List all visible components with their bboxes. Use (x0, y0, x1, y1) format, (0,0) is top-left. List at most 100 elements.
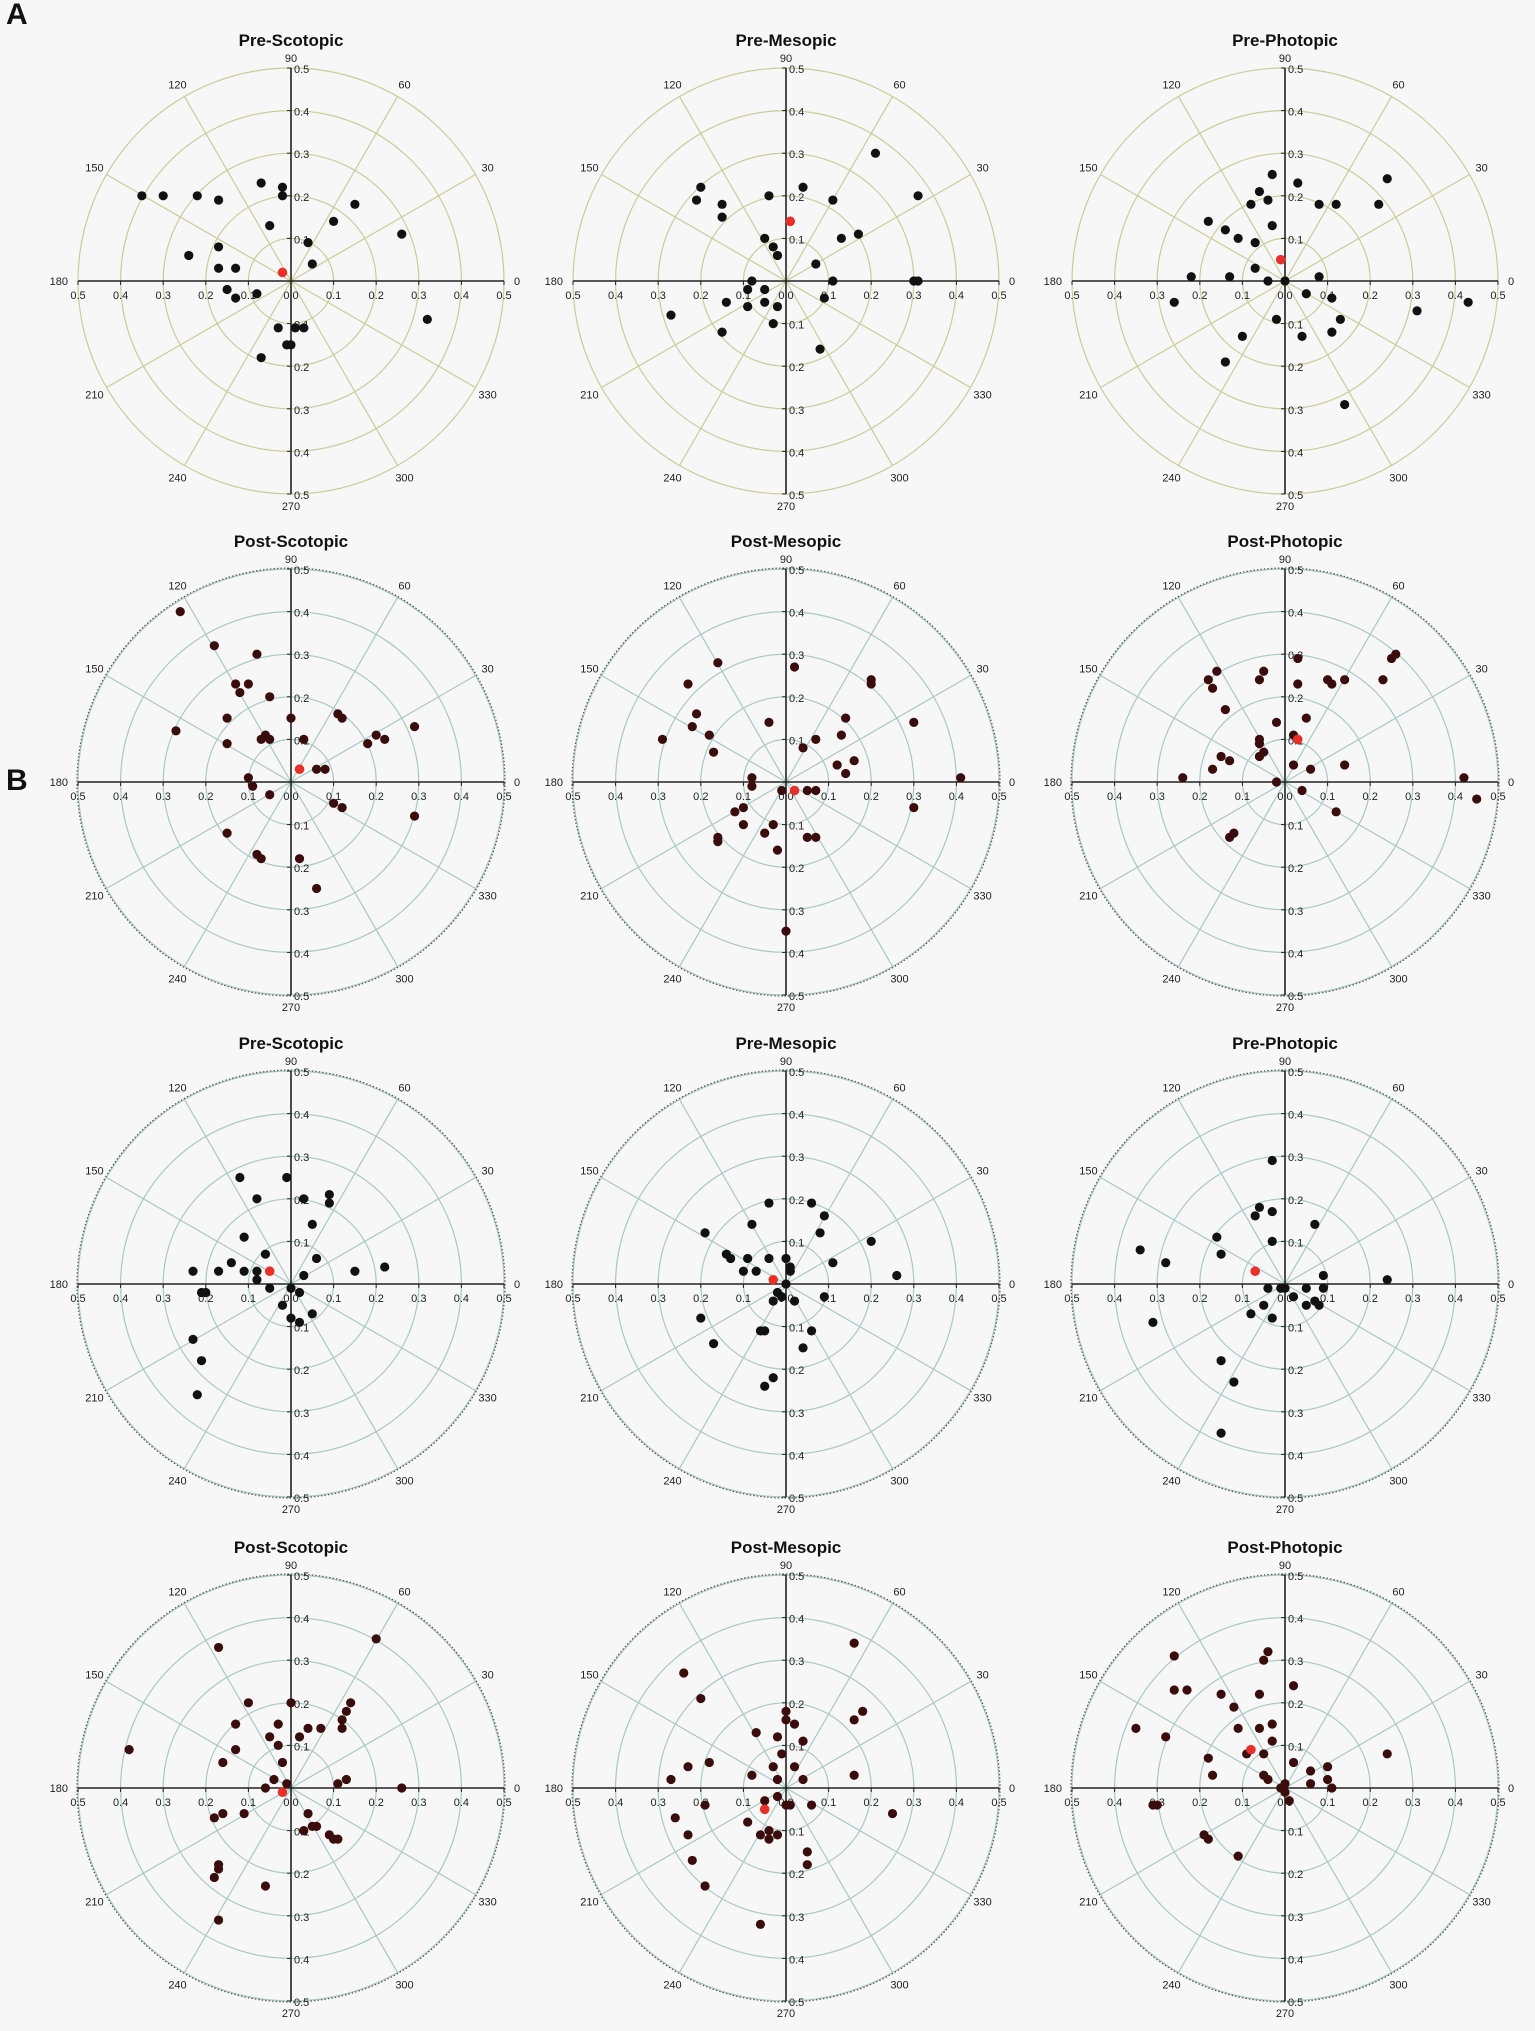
data-point (1229, 1702, 1239, 1712)
data-point (717, 327, 727, 337)
data-point (760, 297, 770, 307)
angle-label-270: 270 (1276, 501, 1294, 513)
x-tick-label: 0.5 (991, 290, 1006, 302)
mean-point (264, 1266, 275, 1277)
spoke-210 (1100, 1787, 1286, 1896)
data-point (397, 229, 407, 239)
data-point (1229, 1377, 1239, 1387)
data-point (256, 734, 266, 745)
angle-label-210: 210 (1079, 390, 1097, 402)
spoke-210 (601, 781, 787, 890)
angle-label-180: 180 (545, 1279, 563, 1291)
data-point (1318, 1270, 1328, 1281)
data-point (1391, 649, 1401, 659)
data-point (785, 1266, 795, 1276)
x-tick-label: 0.2 (369, 1797, 384, 1809)
outer-rim (76, 1573, 506, 2003)
x-tick-label: 0.1 (1320, 1293, 1335, 1305)
y-tick-label: 0.2 (294, 693, 309, 705)
x-tick-label: 0.1 (241, 290, 256, 302)
data-point (213, 1915, 224, 1925)
angle-label-120: 120 (663, 580, 681, 592)
data-point (781, 1706, 791, 1716)
data-point (1259, 666, 1269, 676)
angle-label-90: 90 (285, 1560, 297, 1572)
x-tick-label: 0.0 (283, 791, 298, 803)
x-tick-label: 0.5 (70, 290, 85, 302)
x-tick-label: 0.4 (1107, 290, 1122, 302)
data-point (764, 1834, 774, 1844)
data-point (252, 1275, 262, 1285)
data-point (683, 679, 693, 689)
data-point (243, 679, 253, 689)
y-tick-label: 0.4 (294, 1614, 309, 1626)
mean-point (1275, 254, 1286, 265)
data-point (700, 1800, 710, 1810)
polar-chart-b-post-mesopic: 0.1 0.1 0.2 0.2 0.3 0.3 0.4 0.4 0.5 0.5 0.5 0.4 0.3 0… (545, 1538, 1015, 2020)
angle-label-0: 0 (1009, 777, 1015, 789)
data-point (1463, 297, 1473, 307)
data-point (277, 1300, 288, 1310)
data-point (277, 191, 288, 201)
x-tick-label: 0.1 (1320, 791, 1335, 803)
x-tick-label: 0.4 (454, 1293, 469, 1305)
spoke-330 (290, 781, 476, 890)
data-point (1225, 756, 1235, 766)
spoke-120 (183, 1603, 292, 1789)
data-point (303, 238, 313, 248)
angle-label-150: 150 (580, 1670, 598, 1682)
data-point (696, 1693, 706, 1704)
x-tick-label: 0.5 (565, 1293, 580, 1305)
y-tick-label: 0.3 (789, 149, 804, 161)
data-point (806, 1198, 817, 1208)
data-point (1216, 1689, 1226, 1699)
x-tick-label: 0.2 (864, 791, 879, 803)
data-point (772, 301, 783, 312)
spoke-150 (601, 173, 787, 282)
data-point (772, 845, 783, 855)
x-tick-label: 0.4 (113, 1797, 128, 1809)
data-point (713, 658, 723, 668)
y-tick-label: 0.1 (1288, 1323, 1303, 1335)
y-tick-label: 0.3 (294, 1912, 309, 1924)
data-point (235, 687, 245, 698)
x-tick-label: 0.2 (198, 290, 213, 302)
data-point (802, 1860, 812, 1870)
data-point (1318, 1283, 1328, 1293)
x-tick-label: 0.4 (113, 791, 128, 803)
y-tick-label: 0.3 (789, 1152, 804, 1164)
spoke-60 (785, 1099, 894, 1285)
angle-label-60: 60 (398, 1082, 410, 1094)
angle-label-30: 30 (976, 1670, 988, 1682)
y-tick-label: 0.4 (294, 948, 309, 960)
y-tick-label: 0.2 (294, 1699, 309, 1711)
data-point (1280, 1283, 1290, 1293)
spoke-240 (183, 1787, 292, 1973)
x-tick-label: 0.1 (326, 290, 341, 302)
angle-label-60: 60 (893, 1082, 905, 1094)
data-point (815, 344, 825, 354)
angle-label-300: 300 (395, 1476, 413, 1488)
data-point (819, 1292, 829, 1302)
y-tick-label: 0.4 (789, 1110, 804, 1122)
data-point (299, 1270, 309, 1281)
data-point (1263, 276, 1273, 286)
angle-label-180: 180 (50, 276, 68, 288)
x-tick-label: 0.2 (369, 290, 384, 302)
data-point (1412, 306, 1422, 316)
data-point (209, 1813, 219, 1823)
angle-label-60: 60 (893, 79, 905, 91)
data-point (1293, 679, 1303, 689)
spoke-150 (106, 1680, 292, 1789)
angle-label-330: 330 (478, 1393, 496, 1405)
polar-chart-a-post-mesopic: 0.1 0.1 0.2 0.2 0.3 0.3 0.4 0.4 0.5 0.5 0.5 0.4 0.3 0… (545, 532, 1015, 1014)
x-tick-label: 0.4 (1448, 1797, 1463, 1809)
data-point (1216, 1428, 1226, 1438)
data-point (708, 747, 719, 757)
x-tick-label: 0.0 (1277, 290, 1292, 302)
spoke-300 (290, 781, 399, 967)
data-point (1225, 272, 1235, 282)
data-point (1250, 238, 1260, 248)
data-point (350, 1266, 360, 1276)
outer-rim (571, 1069, 1001, 1499)
